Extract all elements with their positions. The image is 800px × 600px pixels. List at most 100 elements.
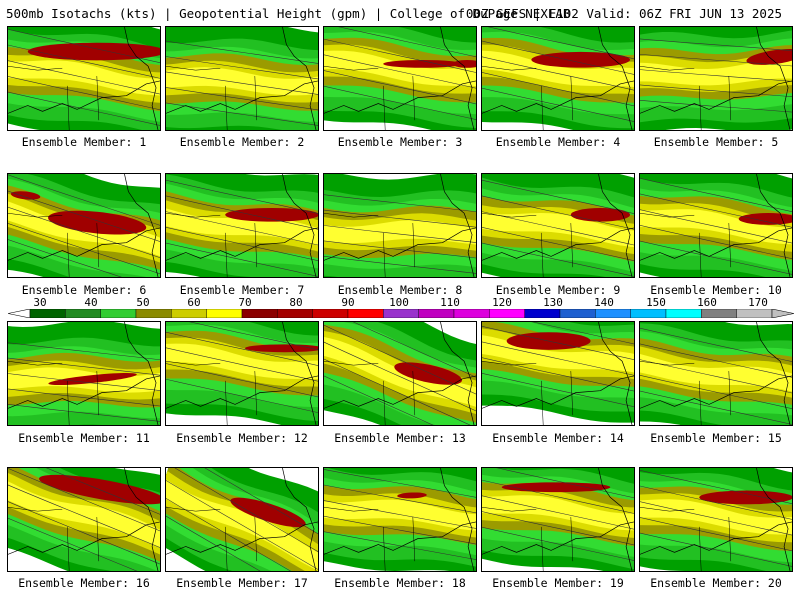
coastline [282, 468, 317, 571]
coastline [756, 468, 791, 571]
ensemble-member-label: Ensemble Member: 2 [179, 135, 305, 149]
isotach-field [8, 322, 160, 425]
colorbar-swatch [171, 309, 207, 318]
height-contour [324, 370, 476, 425]
coastline [598, 322, 633, 425]
ensemble-member-label: Ensemble Member: 7 [179, 283, 305, 297]
isotach-field [324, 322, 476, 425]
state-borders [324, 80, 476, 114]
jet-core-80 [746, 49, 792, 65]
state-borders [8, 80, 160, 114]
colorbar-swatch [100, 309, 137, 318]
isotach-field [8, 174, 160, 277]
jet-core-80 [570, 207, 631, 222]
height-contour [166, 211, 318, 246]
ensemble-member-map [639, 173, 793, 278]
ensemble-member-map [639, 26, 793, 131]
height-contour [640, 240, 792, 275]
state-borders [8, 521, 160, 555]
state-borders [8, 65, 100, 130]
height-contour [338, 27, 476, 58]
state-borders [640, 360, 732, 425]
coastline [598, 27, 633, 130]
coastline [756, 27, 791, 130]
height-contour [640, 83, 792, 99]
state-borders [324, 360, 416, 425]
state-borders [640, 521, 792, 555]
ensemble-member-label: Ensemble Member: 9 [495, 283, 621, 297]
height-contour [496, 468, 634, 499]
isotach-70-core [324, 50, 476, 87]
ensemble-member-label: Ensemble Member: 13 [334, 431, 466, 445]
height-contour [324, 339, 476, 416]
height-contour [482, 179, 634, 214]
coastline [282, 322, 317, 425]
height-contour [8, 482, 160, 553]
colorbar-tick-label: 80 [289, 296, 303, 309]
height-contour [8, 235, 160, 277]
map-title: 500mb Isotachs (kts) | Geopotential Heig… [6, 6, 571, 21]
isotach-70-core [166, 343, 318, 380]
ensemble-member-label: Ensemble Member: 15 [650, 431, 782, 445]
jet-core-80 [383, 59, 463, 68]
state-borders [640, 375, 792, 409]
state-borders [8, 212, 100, 277]
height-contour [640, 193, 792, 228]
colorbar-swatch [489, 309, 525, 318]
jet-core-80 [699, 490, 792, 505]
height-contour [8, 356, 160, 378]
state-borders [324, 521, 476, 555]
isotach-field [640, 27, 792, 130]
colorbar-swatch [312, 309, 349, 318]
state-borders [166, 227, 318, 261]
colorbar-swatch [383, 309, 419, 318]
state-borders [640, 506, 732, 571]
colorbar-tick-label: 130 [543, 296, 563, 309]
height-contour [166, 242, 318, 277]
ensemble-member-map [7, 321, 161, 426]
state-borders [324, 227, 476, 261]
colorbar-swatch [630, 309, 667, 318]
ensemble-member-map [323, 321, 477, 426]
jet-core-80 [394, 362, 462, 385]
coastline [124, 322, 159, 425]
height-contour [640, 52, 792, 68]
height-contour [324, 529, 476, 564]
isotach-colorbar [8, 309, 794, 318]
colorbar-tick-label: 160 [697, 296, 717, 309]
height-contour [324, 239, 476, 261]
state-borders [640, 80, 792, 114]
state-borders [324, 65, 416, 130]
state-borders [640, 227, 792, 261]
isotach-field [640, 322, 792, 425]
ensemble-member-map [7, 173, 161, 278]
ensemble-member-label: Ensemble Member: 17 [176, 576, 308, 590]
height-contour [324, 192, 476, 214]
colorbar-tick-label: 40 [84, 296, 98, 309]
coastline [282, 27, 317, 130]
ensemble-member-map [165, 173, 319, 278]
height-contour [166, 363, 318, 398]
state-borders [482, 360, 574, 425]
ensemble-member-label: Ensemble Member: 1 [21, 135, 147, 149]
height-contour [8, 340, 160, 362]
ensemble-member-label: Ensemble Member: 12 [176, 431, 308, 445]
isotach-field [166, 468, 318, 571]
colorbar-swatch [29, 309, 66, 318]
height-contour [8, 60, 160, 95]
height-contour [487, 27, 634, 60]
height-contour [640, 225, 792, 260]
height-contour [8, 387, 160, 409]
height-contour [531, 322, 634, 345]
height-contour [640, 470, 792, 504]
state-borders [324, 506, 416, 571]
state-borders [166, 360, 258, 425]
height-contour [482, 526, 634, 561]
colorbar-swatch [595, 309, 631, 318]
colorbar-tick-label: 60 [187, 296, 201, 309]
height-contour [166, 479, 318, 571]
height-contour [8, 513, 160, 571]
colorbar-swatch [277, 309, 313, 318]
height-contour [482, 373, 634, 408]
height-contour [174, 468, 318, 542]
